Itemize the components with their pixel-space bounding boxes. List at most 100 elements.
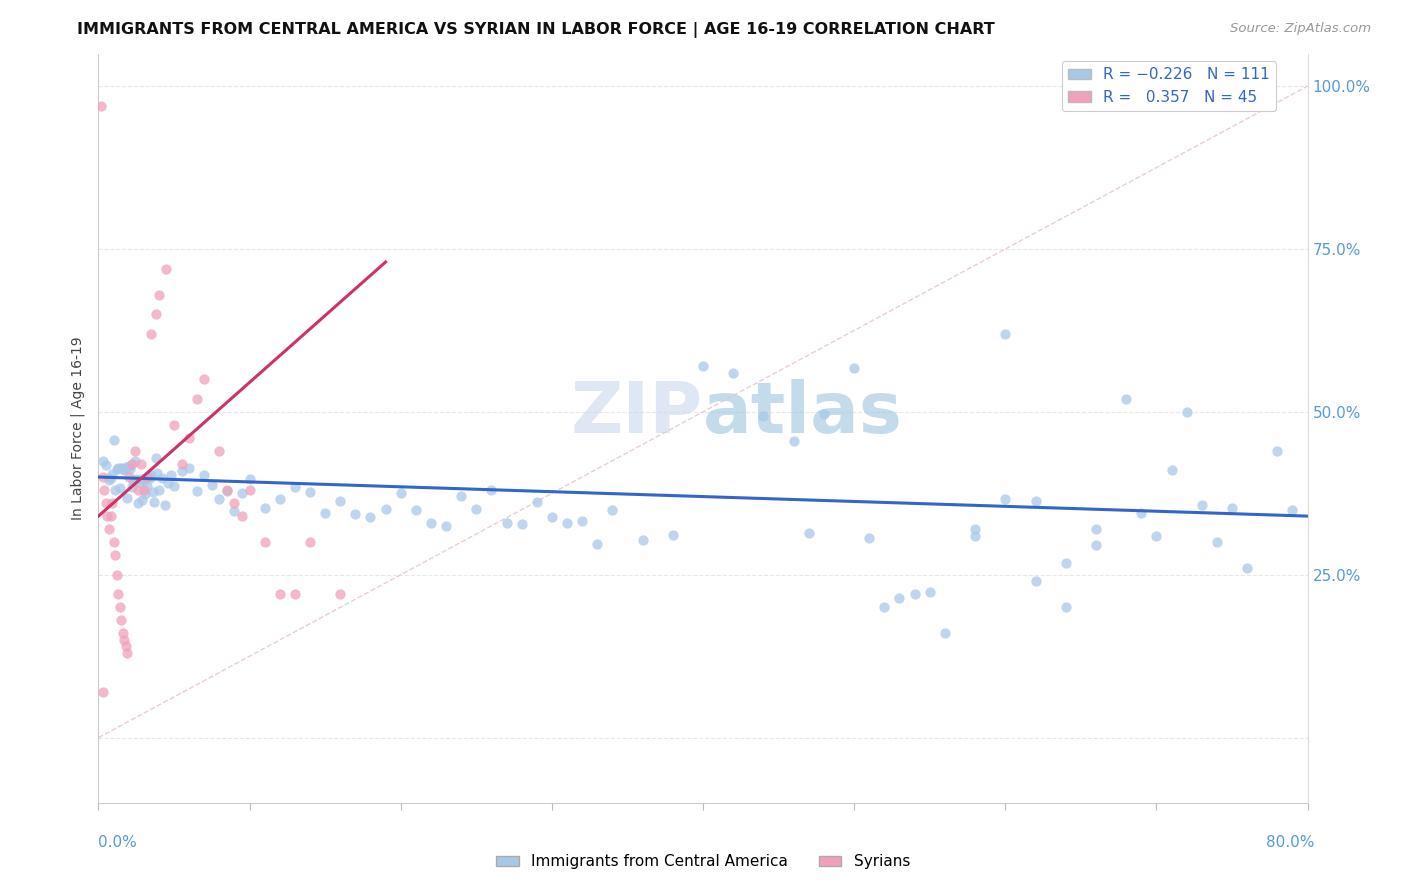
Point [131,493,153,508]
Point [752,409,775,423]
Point [121,479,143,493]
Point [142,485,165,500]
Point [111,626,134,640]
Point [136,468,159,483]
Point [586,537,609,551]
Point [98,473,121,487]
Point [231,509,253,524]
Point [145,307,167,321]
Point [112,463,135,477]
Point [94,496,117,510]
Point [193,372,215,386]
Point [631,533,654,547]
Point [1191,499,1213,513]
Point [93,483,115,497]
Point [90,98,112,112]
Text: ZIP: ZIP [571,379,703,448]
Point [186,483,208,498]
Point [91,453,114,467]
Point [104,483,127,498]
Point [253,535,276,549]
Text: 0.0%: 0.0% [98,836,138,850]
Point [170,464,193,478]
Point [873,600,896,615]
Point [405,503,427,517]
Point [1281,502,1303,516]
Point [1054,600,1077,615]
Point [201,478,224,492]
Point [115,491,138,505]
Point [692,359,714,374]
Y-axis label: In Labor Force | Age 16-19: In Labor Force | Age 16-19 [70,336,86,520]
Point [231,486,253,500]
Point [111,461,134,475]
Point [1130,506,1153,520]
Point [1024,494,1046,508]
Point [103,535,125,549]
Point [844,361,866,376]
Point [179,461,201,475]
Point [797,525,820,540]
Point [91,685,114,699]
Point [526,494,548,508]
Point [105,462,128,476]
Text: Source: ZipAtlas.com: Source: ZipAtlas.com [1230,22,1371,36]
Point [155,261,177,276]
Point [121,457,143,471]
Point [661,528,683,542]
Point [555,516,578,530]
Point [129,457,152,471]
Point [215,483,238,498]
Point [1206,535,1229,549]
Point [129,472,152,486]
Point [118,458,141,473]
Point [510,517,533,532]
Point [224,504,246,518]
Point [994,491,1017,506]
Point [1220,501,1243,516]
Point [481,483,503,497]
Legend: R = −0.226   N = 111, R =   0.357   N = 45: R = −0.226 N = 111, R = 0.357 N = 45 [1062,62,1275,111]
Point [135,470,157,484]
Point [215,483,238,497]
Point [602,503,624,517]
Point [299,485,322,500]
Point [1267,444,1289,458]
Point [120,462,142,476]
Point [1175,405,1198,419]
Text: atlas: atlas [703,379,903,448]
Point [918,585,941,599]
Point [160,467,183,482]
Point [118,470,141,484]
Point [98,522,121,536]
Point [1115,392,1137,406]
Point [101,496,124,510]
Point [156,475,179,490]
Point [540,510,562,524]
Point [314,506,336,520]
Point [344,507,367,521]
Point [1054,557,1077,571]
Point [193,467,215,482]
Point [224,496,246,510]
Point [858,531,880,545]
Text: IMMIGRANTS FROM CENTRAL AMERICA VS SYRIAN IN LABOR FORCE | AGE 16-19 CORRELATION: IMMIGRANTS FROM CENTRAL AMERICA VS SYRIA… [77,22,995,38]
Point [239,483,262,497]
Point [420,516,443,531]
Legend: Immigrants from Central America, Syrians: Immigrants from Central America, Syrians [489,848,917,875]
Point [284,480,307,494]
Point [135,479,157,493]
Point [934,626,956,640]
Point [134,487,156,501]
Point [1085,522,1108,536]
Point [105,567,128,582]
Point [153,499,176,513]
Point [141,468,163,483]
Point [374,502,396,516]
Point [141,326,163,341]
Point [723,366,745,380]
Point [269,587,291,601]
Point [110,613,132,627]
Point [146,466,169,480]
Point [132,473,155,487]
